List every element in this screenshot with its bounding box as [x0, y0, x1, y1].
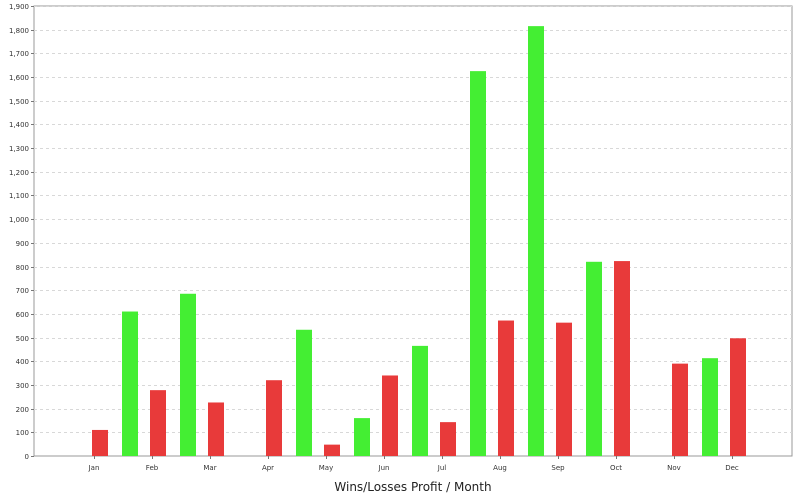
loss-bar-may [324, 444, 340, 456]
x-tick-label-dec: Dec [725, 464, 739, 472]
y-tick-label: 900 [16, 240, 29, 248]
loss-bar-oct [614, 261, 630, 456]
loss-bar-jul [440, 422, 456, 456]
x-tick-label-oct: Oct [610, 464, 622, 472]
x-tick-label-aug: Aug [493, 464, 507, 472]
loss-bar-jun [382, 375, 398, 456]
x-tick-label-sep: Sep [551, 464, 565, 472]
loss-bar-feb [150, 390, 166, 456]
y-tick-label: 1,000 [9, 216, 29, 224]
y-tick-label: 800 [16, 264, 29, 272]
y-tick-label: 1,800 [9, 27, 29, 35]
y-tick-label: 1,500 [9, 98, 29, 106]
loss-bar-sep [556, 322, 572, 456]
axes [31, 6, 733, 459]
y-tick-label: 1,600 [9, 74, 29, 82]
win-bar-aug [470, 71, 486, 456]
loss-bar-dec [730, 338, 746, 456]
y-tick-label: 500 [16, 335, 29, 343]
y-tick-label: 1,300 [9, 145, 29, 153]
win-bar-jun [354, 418, 370, 456]
win-bar-dec [702, 358, 718, 456]
tick-labels: 0 100 200 300 400 500 600 700 800 900 1,000 1,100 1,… [9, 3, 739, 472]
y-tick-label: 0 [25, 453, 29, 461]
win-bar-may [296, 329, 312, 456]
x-axis-title: Wins/Losses Profit / Month [334, 480, 491, 494]
x-tick-label-mar: Mar [203, 464, 216, 472]
y-tick-label: 200 [16, 406, 29, 414]
x-tick-label-feb: Feb [146, 464, 159, 472]
loss-bar-apr [266, 380, 282, 456]
loss-bar-aug [498, 320, 514, 456]
x-tick-label-jun: Jun [378, 464, 390, 472]
loss-bar-mar [208, 402, 224, 456]
y-tick-label: 1,200 [9, 169, 29, 177]
y-tick-label: 1,700 [9, 50, 29, 58]
y-tick-label: 100 [16, 429, 29, 437]
x-tick-label-apr: Apr [262, 464, 274, 472]
win-bar-oct [586, 261, 602, 456]
y-tick-label: 300 [16, 382, 29, 390]
y-tick-label: 400 [16, 358, 29, 366]
win-bar-jul [412, 345, 428, 456]
loss-bar-jan [92, 429, 108, 456]
win-bar-feb [122, 311, 138, 456]
y-tick-label: 700 [16, 287, 29, 295]
win-bar-sep [528, 26, 544, 456]
loss-bar-nov [672, 363, 688, 456]
y-tick-label: 1,900 [9, 3, 29, 11]
y-tick-label: 1,100 [9, 192, 29, 200]
x-tick-label-may: May [319, 464, 333, 472]
bars [92, 26, 746, 456]
y-tick-label: 600 [16, 311, 29, 319]
x-tick-label-jul: Jul [437, 464, 447, 472]
x-tick-label-nov: Nov [667, 464, 681, 472]
x-tick-label-jan: Jan [88, 464, 100, 472]
y-tick-label: 1,400 [9, 121, 29, 129]
win-bar-mar [180, 293, 196, 456]
